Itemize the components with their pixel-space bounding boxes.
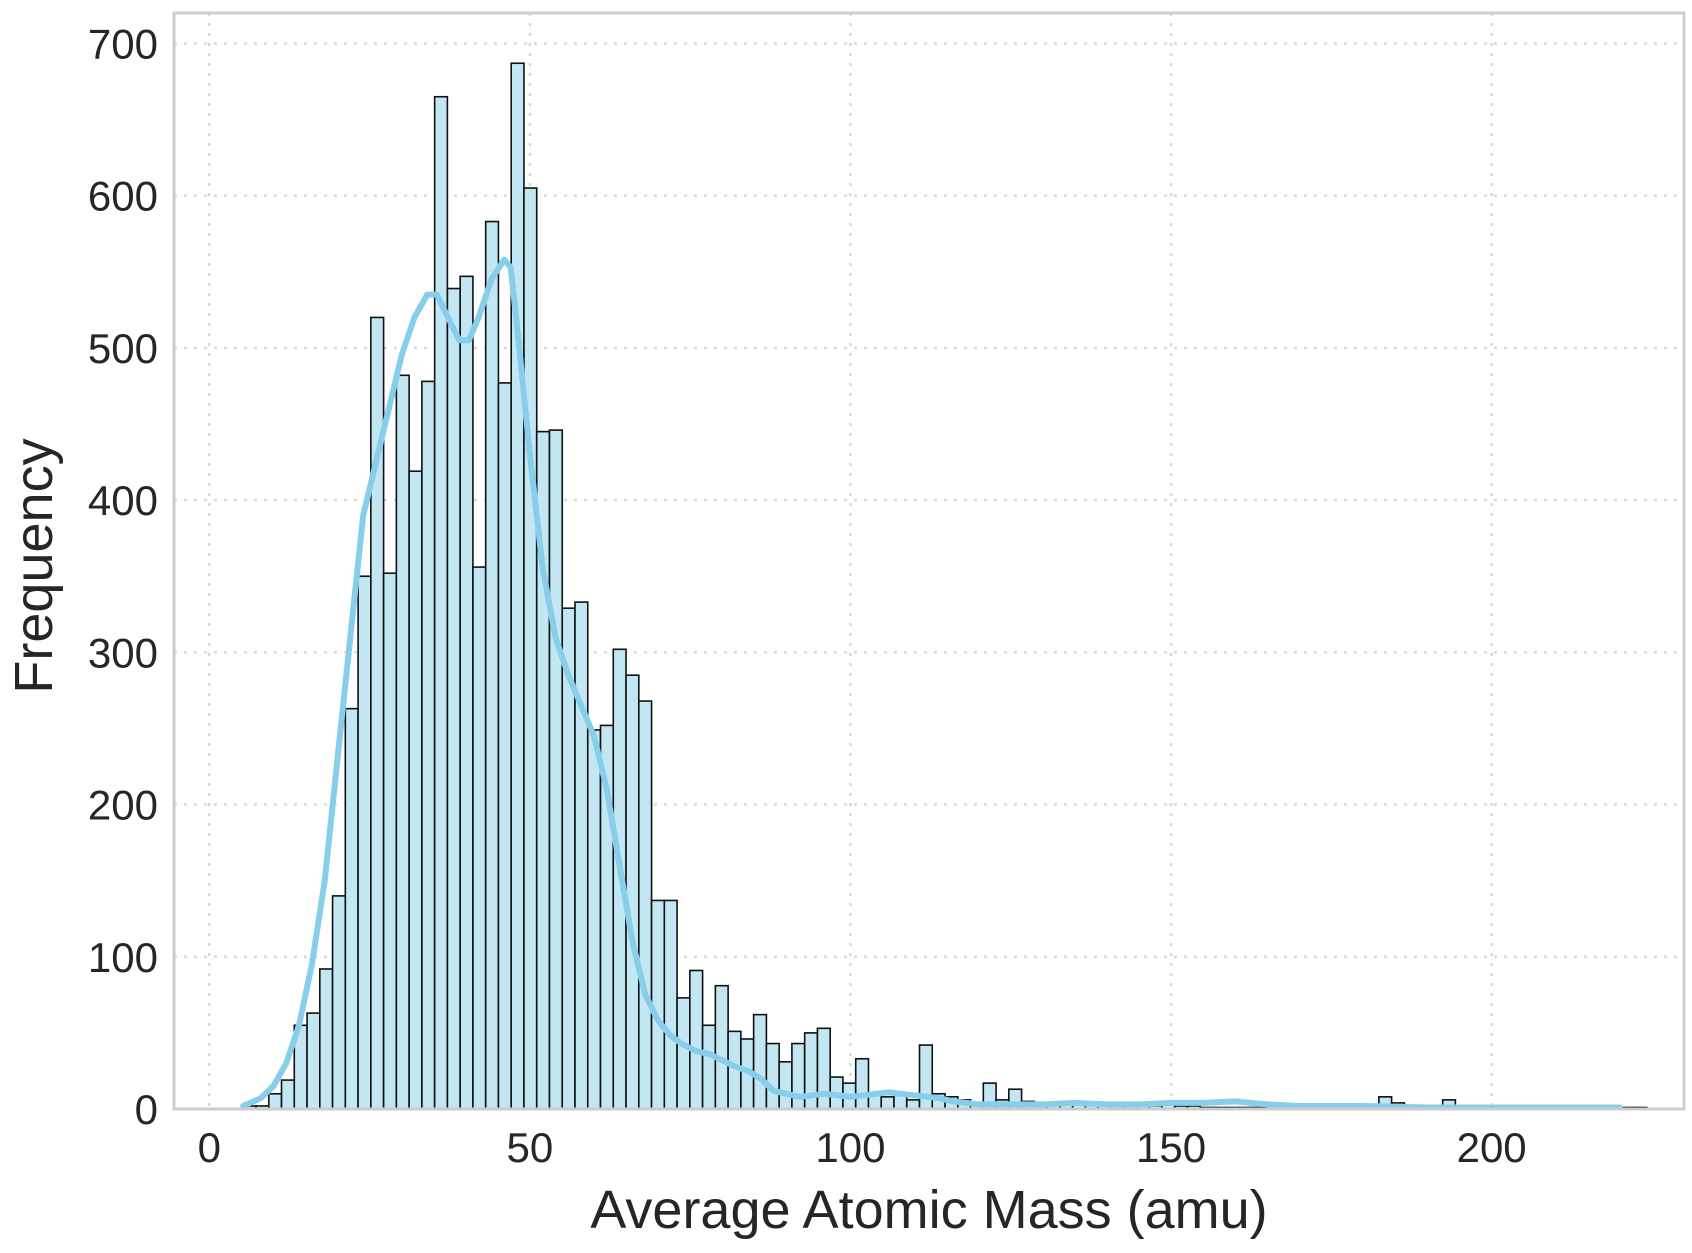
x-tick-label: 0 xyxy=(198,1124,221,1171)
x-axis-title: Average Atomic Mass (amu) xyxy=(590,1180,1267,1240)
y-tick-label: 700 xyxy=(88,20,158,67)
y-tick-label: 100 xyxy=(88,934,158,981)
histogram-bar xyxy=(510,62,525,1110)
histogram-bar xyxy=(408,470,423,1110)
histogram-bar xyxy=(548,429,564,1110)
histogram-bar xyxy=(893,1094,908,1110)
histogram-bar xyxy=(421,380,436,1110)
x-tick-label: 150 xyxy=(1136,1124,1206,1171)
histogram-bar xyxy=(574,601,589,1110)
histogram-bar xyxy=(459,275,474,1110)
histogram-bar xyxy=(523,187,538,1110)
histogram-bar xyxy=(778,1061,793,1110)
y-tick-label: 0 xyxy=(135,1086,158,1133)
y-tick-label: 400 xyxy=(88,477,158,524)
histogram-bar xyxy=(446,287,461,1110)
histogram-bar xyxy=(637,700,653,1110)
histogram-bar xyxy=(306,1012,321,1110)
y-tick-label: 600 xyxy=(88,173,158,220)
histogram-bar xyxy=(280,1079,296,1110)
x-axis-ticks: 0 50 100 150 200 xyxy=(198,1124,1527,1171)
histogram-bar xyxy=(625,674,640,1110)
histogram-bar xyxy=(433,95,449,1110)
x-tick-label: 200 xyxy=(1457,1124,1527,1171)
plot-frame xyxy=(172,11,1686,1111)
histogram-bar xyxy=(714,984,729,1110)
histogram-bars xyxy=(242,62,1648,1110)
histogram-bar xyxy=(357,575,372,1110)
histogram-bar xyxy=(586,729,602,1110)
histogram-bar xyxy=(472,566,487,1110)
histogram-bar xyxy=(752,1013,768,1110)
y-tick-label: 200 xyxy=(88,782,158,829)
histogram-bar xyxy=(676,997,691,1110)
kde-curve xyxy=(240,256,1623,1111)
histogram-bar xyxy=(854,1057,870,1110)
histogram-bar xyxy=(395,374,410,1110)
histogram-bar xyxy=(880,1096,895,1110)
y-tick-label: 300 xyxy=(88,629,158,676)
histogram-bar xyxy=(319,968,334,1110)
histogram-bar xyxy=(497,382,513,1110)
histogram-bar xyxy=(267,1092,283,1110)
y-axis-title: Frequency xyxy=(4,438,64,693)
y-tick-label: 500 xyxy=(88,325,158,372)
histogram-bar xyxy=(701,1024,717,1110)
x-tick-label: 50 xyxy=(507,1124,554,1171)
histogram-bar xyxy=(484,220,500,1110)
histogram-bar xyxy=(331,895,347,1110)
x-tick-label: 100 xyxy=(815,1124,885,1171)
histogram-bar xyxy=(689,969,704,1110)
histogram-bar xyxy=(663,899,678,1110)
histogram-bar xyxy=(765,1042,780,1110)
y-axis-ticks: 0 100 200 300 400 500 600 700 xyxy=(88,20,158,1133)
histogram-bar xyxy=(382,572,398,1110)
histogram-bar xyxy=(344,707,359,1110)
